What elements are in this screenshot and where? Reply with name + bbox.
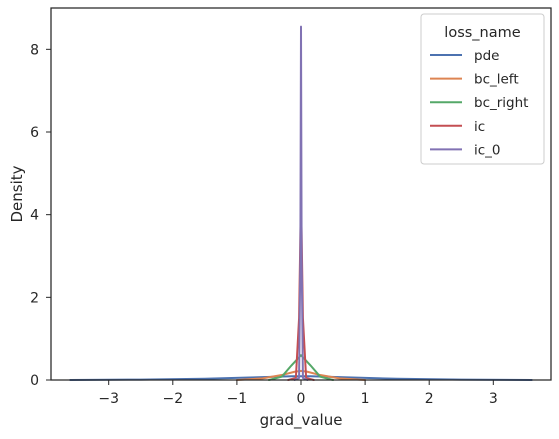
y-axis-ticks: 0 2 4 6 8 xyxy=(30,42,51,389)
x-tick-label: 0 xyxy=(297,391,306,407)
x-axis-ticks: −3 −2 −1 0 1 2 3 xyxy=(98,380,498,407)
x-tick-label: −1 xyxy=(227,391,248,407)
x-tick-label: 3 xyxy=(489,391,498,407)
x-axis-label: grad_value xyxy=(260,411,343,430)
y-tick-label: 0 xyxy=(30,373,39,389)
series-line-pde xyxy=(69,375,533,381)
legend-label-bc-right: bc_right xyxy=(474,95,528,111)
legend-label-ic: ic xyxy=(474,119,485,135)
series-line-bc-left xyxy=(235,369,367,381)
legend-title: loss_name xyxy=(444,25,520,41)
x-tick-label: −3 xyxy=(98,391,119,407)
series-line-bc-right xyxy=(267,354,335,381)
series-layer xyxy=(69,25,533,381)
y-tick-label: 2 xyxy=(30,290,39,306)
x-tick-label: 2 xyxy=(425,391,434,407)
y-tick-label: 6 xyxy=(30,125,39,141)
legend-label-ic-0: ic_0 xyxy=(474,142,501,158)
x-tick-label: 1 xyxy=(361,391,370,407)
legend-label-bc-left: bc_left xyxy=(474,72,519,88)
y-tick-label: 8 xyxy=(30,42,39,58)
series-line-ic-0 xyxy=(293,25,309,381)
y-tick-label: 4 xyxy=(30,208,39,224)
legend-label-pde: pde xyxy=(474,48,499,64)
x-tick-label: −2 xyxy=(162,391,183,407)
y-axis-label: Density xyxy=(8,165,26,222)
